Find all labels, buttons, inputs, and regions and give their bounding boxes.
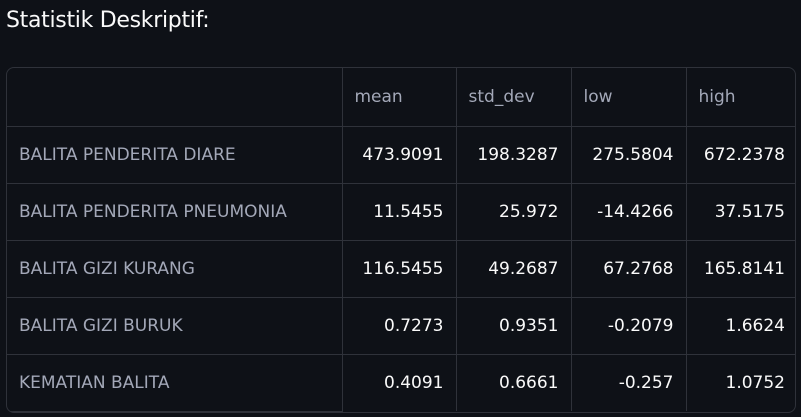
cell-std-dev: 0.6661	[456, 354, 572, 411]
row-label: BALITA PENDERITA PNEUMONIA	[7, 183, 343, 241]
row-label: KEMATIAN BALITA	[7, 354, 343, 412]
cell-high: 37.5175	[686, 183, 795, 241]
cell-low: 67.2768	[571, 240, 687, 298]
cell-std-dev: 49.2687	[456, 240, 572, 298]
cell-mean: 11.5455	[342, 183, 457, 241]
table-row: BALITA GIZI BURUK 0.7273 0.9351 -0.2079 …	[7, 297, 795, 355]
cell-high: 1.6624	[686, 297, 795, 355]
header-cell-std-dev[interactable]: std_dev	[456, 68, 572, 127]
cell-mean: 0.4091	[342, 354, 457, 411]
header-cell-high[interactable]: high	[686, 68, 795, 127]
cell-high: 672.2378	[686, 126, 795, 184]
dataframe-table[interactable]: mean std_dev low high BALITA PENDERITA D…	[6, 67, 796, 413]
cell-low: -0.2079	[571, 297, 687, 355]
stats-table: mean std_dev low high BALITA PENDERITA D…	[7, 68, 795, 412]
cell-high: 1.0752	[725, 372, 785, 393]
cell-std-dev: 198.3287	[456, 126, 572, 184]
table-row: BALITA PENDERITA PNEUMONIA 11.5455 25.97…	[7, 183, 795, 241]
header-cell-index	[7, 68, 343, 127]
cell-std-dev: 25.972	[456, 183, 572, 241]
cell-std-dev: 0.9351	[456, 297, 572, 355]
cell-mean: 0.7273	[342, 297, 457, 355]
cell-mean: 473.9091	[342, 126, 457, 184]
row-label: BALITA GIZI KURANG	[7, 240, 343, 298]
cell-high: 165.8141	[686, 240, 795, 298]
cell-low: 275.5804	[571, 126, 687, 184]
table-row: BALITA GIZI KURANG 116.5455 49.2687 67.2…	[7, 240, 795, 298]
table-row: BALITA PENDERITA DIARE 473.9091 198.3287…	[7, 126, 795, 184]
header-cell-low[interactable]: low	[571, 68, 687, 127]
header-row: mean std_dev low high	[7, 68, 795, 127]
row-label: BALITA PENDERITA DIARE	[7, 126, 343, 184]
section-heading: Statistik Deskriptif:	[6, 8, 210, 33]
row-label: BALITA GIZI BURUK	[7, 297, 343, 355]
table-row: KEMATIAN BALITA 0.4091 0.6661 -0.257 1.0…	[7, 354, 795, 412]
cell-mean: 116.5455	[342, 240, 457, 298]
cell-low: -14.4266	[571, 183, 687, 241]
header-cell-mean[interactable]: mean	[342, 68, 457, 127]
cell-low: -0.257	[571, 354, 687, 411]
